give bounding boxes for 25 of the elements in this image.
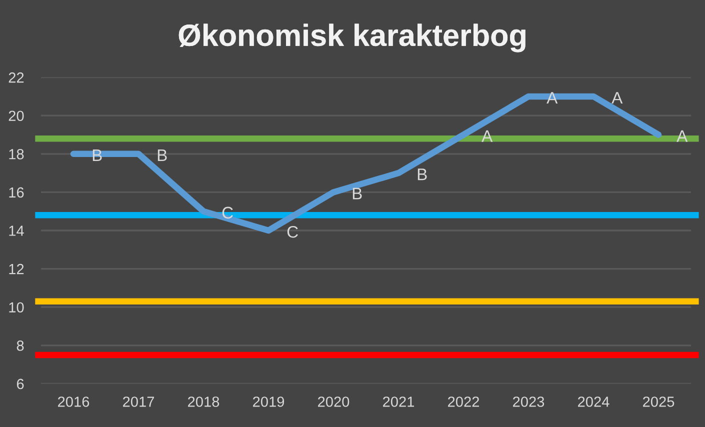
chart-title: Økonomisk karakterbog: [178, 24, 527, 54]
data-label: B: [352, 188, 362, 200]
x-tick-label: 2025: [643, 396, 674, 407]
x-tick-label: 2021: [383, 396, 414, 407]
y-tick-label: 14: [9, 226, 24, 236]
x-tick-label: 2022: [448, 396, 479, 407]
data-label: C: [287, 226, 298, 238]
y-tick-label: 10: [9, 302, 24, 313]
x-tick-label: 2019: [253, 396, 284, 407]
y-tick-label: 12: [9, 264, 24, 274]
y-tick-label: 16: [9, 187, 24, 198]
x-tick-label: 2016: [58, 396, 90, 407]
y-tick-label: 20: [8, 110, 24, 122]
x-tick-label: 2020: [318, 396, 350, 407]
y-tick-label: 22: [8, 72, 24, 83]
data-label: B: [418, 168, 427, 180]
data-label: B: [158, 150, 167, 161]
y-tick-label: 18: [9, 149, 24, 160]
data-label: A: [612, 92, 623, 104]
y-tick-label: 8: [16, 340, 24, 351]
x-tick-label: 2017: [123, 396, 154, 407]
x-tick-label: 2018: [188, 396, 220, 407]
y-tick-label: 6: [16, 378, 24, 390]
x-tick-label: 2023: [513, 396, 544, 407]
x-tick-label: 2024: [578, 396, 610, 407]
